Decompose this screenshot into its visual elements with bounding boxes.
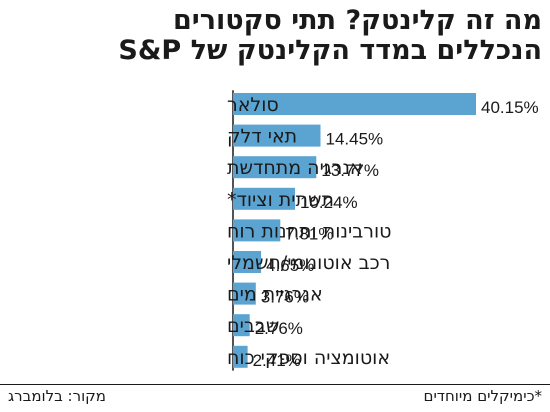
bar [233,93,476,115]
value-label: 40.15% [481,98,539,117]
chart-title: מה זה קלינטק? תתי סקטורים הנכללים במדד ה… [10,6,542,66]
bar [233,314,250,337]
category-label: אנרגיית מים [227,284,323,306]
value-label: 3.76% [261,288,309,307]
category-label: תשתית וציוד* [227,189,334,211]
category-label: תאי דלק [227,126,297,148]
bar [233,282,256,305]
chart-footer: *כימיקלים מיוחדים מקור: בלומברג [8,387,542,409]
bar [233,345,248,368]
bar [233,124,321,147]
bar [233,251,262,273]
category-label: רכב אוטונומי/חשמלי [227,252,390,274]
category-label: אנרגיה מתחדשת [227,157,363,179]
category-label: טורבינות ותחנות רוח [227,220,391,242]
value-label: 14.45% [326,130,384,149]
chart-title-line-1: מה זה קלינטק? תתי סקטורים [172,5,542,36]
bar [233,187,295,210]
source-note: מקור: בלומברג [8,387,106,405]
footnote: *כימיקלים מיוחדים [423,387,543,405]
category-label: אוטומציה וספקי כוח [227,347,390,369]
bar [233,156,317,179]
value-label: 10.24% [300,193,358,212]
value-label: 7.81% [285,224,333,243]
value-label: 2.41% [253,351,301,370]
chart-title-line-2: הנכללים במדד הקלינטק של S&P [118,35,542,66]
category-label: שבבים [227,315,279,337]
value-label: 2.76% [255,319,303,338]
bar-chart: סולאר 40.15% תאי דלק 14.45% אנרגיה מתחדשת13.… [227,90,539,371]
category-label: סולאר [227,94,279,116]
value-label: 13.77% [321,161,379,180]
footer-divider [0,384,550,385]
value-label: 4.65% [266,256,314,275]
bar [233,219,281,242]
